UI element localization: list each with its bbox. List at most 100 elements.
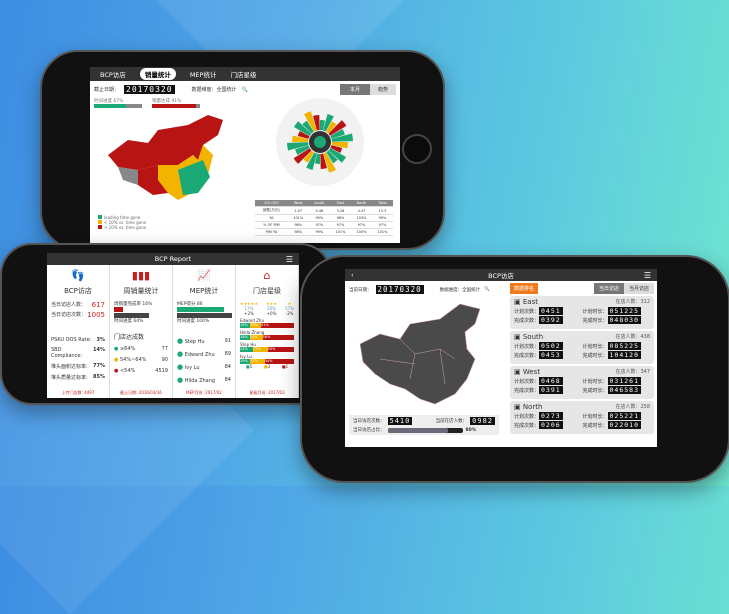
label: 计划时长： — [582, 414, 608, 420]
radial-segment — [287, 142, 309, 151]
stat-value: 85% — [93, 374, 105, 380]
time-bar — [177, 313, 232, 318]
region-card[interactable]: ▣ East 在店人数：312 计划次数： 0451 计划时长： 051225 完成次数：… — [510, 296, 654, 329]
person-name: Step Hu — [240, 342, 256, 347]
rate-progress-bar — [387, 427, 448, 433]
region-name: East — [522, 298, 538, 306]
label: 计划次数： — [514, 414, 540, 420]
star-share: 18% — [240, 335, 250, 340]
column-title: 门店星级 — [253, 287, 281, 295]
tab-2[interactable]: MEP统计 — [189, 71, 217, 79]
table-row: YA 101% 99% 96% 103% 99% — [255, 214, 393, 222]
report-column[interactable]: 👣 BCP访店 当日访店人数： 617 当日访店次数： 1005 PSKU OOS Rate… — [47, 265, 110, 398]
value: 051225 — [607, 307, 641, 315]
region-card[interactable]: ▣ South 在店人数：438 计划次数： 0502 计划时长： 085225 完成次数… — [510, 331, 654, 364]
china-sales-map[interactable] — [98, 115, 248, 210]
region-icon: ▣ — [514, 298, 521, 306]
region-count: 在店人数：347 — [615, 369, 650, 375]
tab-0[interactable]: BCP访店 — [100, 71, 126, 79]
rank-button[interactable]: 数据排名 — [510, 283, 539, 294]
menu-icon[interactable]: ☰ — [285, 254, 293, 264]
tab-3[interactable]: 门店星级 — [230, 71, 257, 79]
store-icon: ⌂ — [263, 269, 271, 282]
person-name: Hilda Zhang — [240, 330, 265, 335]
item-label: 54%~64% — [119, 357, 147, 363]
value: 022010 — [607, 421, 641, 429]
item-label: ≥64% — [119, 346, 136, 352]
star-pct: 57% — [285, 306, 294, 311]
toggle-trend[interactable]: 趋势 — [369, 84, 396, 95]
table-cell: 1.07 — [287, 206, 309, 215]
date-display[interactable]: 20170320 — [375, 285, 424, 294]
instore-label: 当前在店人数： — [435, 419, 468, 424]
region-card[interactable]: ▣ West 在店人数：347 计划次数： 0468 计划时长： 031261 完成次数：… — [510, 366, 654, 399]
phone-left: BCP Report ☰ 👣 BCP访店 当日访店人数： 617 当日访店次数： 1005… — [0, 243, 332, 405]
map-legend: leading time gone < 10% vs. time gone > 10… — [98, 215, 146, 230]
toggle-today[interactable]: 当日访店 — [593, 283, 624, 294]
header-cell: 2017/03 — [255, 200, 288, 207]
radial-segment — [295, 145, 310, 155]
toggle-month[interactable]: 当月访店 — [623, 283, 654, 294]
star-share: 19% — [240, 323, 251, 328]
visits-label: 当日访店次数： — [353, 419, 385, 424]
bcp-visit-screen: ‹ BCP访店 ☰ 当前日期： 20170320 数据维度：全国统计 🔍 当日访… — [345, 269, 657, 447]
person-name: Edward Zhu — [184, 352, 215, 358]
screen-title: BCP访店 — [488, 272, 514, 280]
table-cell: 97% — [350, 221, 372, 229]
legend-item: leading time gone — [98, 215, 146, 220]
china-visit-map[interactable] — [355, 304, 495, 409]
table-cell: 97% — [329, 221, 351, 229]
value: 031261 — [607, 377, 641, 385]
table-cell: 99% — [371, 214, 393, 222]
radial-segment — [304, 111, 317, 132]
radial-segment — [326, 121, 337, 134]
star-change: +0% — [266, 311, 277, 316]
search-icon[interactable]: 🔍 — [484, 287, 490, 292]
star-share: 49% — [267, 347, 294, 352]
sales-rate-label: 销量达成 91% — [152, 99, 182, 104]
value: 085225 — [607, 342, 641, 350]
tab-1[interactable]: 销量统计 — [139, 68, 176, 80]
legend-item: 1 — [285, 364, 289, 369]
table-cell: 100% — [350, 228, 372, 236]
person-name: Step Hu — [184, 339, 205, 345]
stat-label: 当日访店次数： — [51, 312, 87, 318]
toggle-month[interactable]: 本月 — [339, 84, 370, 95]
header-cell: South — [308, 200, 330, 207]
item-value: 90 — [161, 357, 168, 363]
star-share: 61% — [261, 323, 294, 328]
radial-segment — [292, 135, 309, 142]
table-cell: 99% — [308, 228, 330, 236]
star-rating: ★★★★★ — [240, 301, 258, 306]
person-score: 89 — [224, 351, 231, 357]
subheading: 门店达成数 — [114, 334, 145, 341]
tab-bar: BCP访店 销量统计 MEP统计 门店星级 — [90, 67, 400, 81]
value: 0391 — [539, 386, 563, 394]
table-cell: 97% — [308, 221, 330, 229]
item-label: <54% — [119, 368, 136, 374]
legend-item: < 10% vs. time gone — [98, 220, 146, 225]
stat-label: PSKU OOS Rate: — [51, 337, 92, 343]
table-cell: 销售(万元) — [255, 206, 288, 215]
star-share: 54% — [264, 359, 294, 364]
star-share: 19% — [240, 359, 251, 364]
label: 完成时长： — [582, 423, 608, 429]
date-display[interactable]: 20170320 — [124, 85, 175, 94]
star-share: 20% — [250, 323, 262, 328]
radial-segment — [302, 120, 314, 134]
radial-segment — [323, 152, 336, 173]
menu-icon[interactable]: ☰ — [643, 270, 651, 280]
report-column[interactable]: ▮▮▮ 周销量统计 周销量完成率 16% 时间进度 64% 门店达成数 ● ≥64% 77 ●… — [110, 265, 173, 398]
value: 048030 — [607, 316, 641, 324]
report-column[interactable]: ⌂ 门店星级 ★★★★★ 17% +2% ★★★ 26% +0% ★ 57% -2% Edward Z… — [236, 265, 299, 398]
table-cell: 98% — [287, 228, 309, 236]
progress-bar — [177, 307, 225, 312]
report-column[interactable]: 📈 MEP统计 MEP得分 86 时间进度 100% ● Step Hu 91 ● Edwa… — [173, 265, 236, 398]
search-icon[interactable]: 🔍 — [241, 86, 248, 93]
radial-segment — [320, 120, 326, 131]
back-icon[interactable]: ‹ — [351, 271, 354, 279]
dimension-label: 数据维度：全国统计 — [191, 87, 237, 93]
star-change: -2% — [285, 311, 294, 316]
radial-chart[interactable] — [275, 97, 365, 187]
region-card[interactable]: ▣ North 在店人数：258 计划次数： 0273 计划时长： 025221 完成次数… — [510, 401, 654, 434]
